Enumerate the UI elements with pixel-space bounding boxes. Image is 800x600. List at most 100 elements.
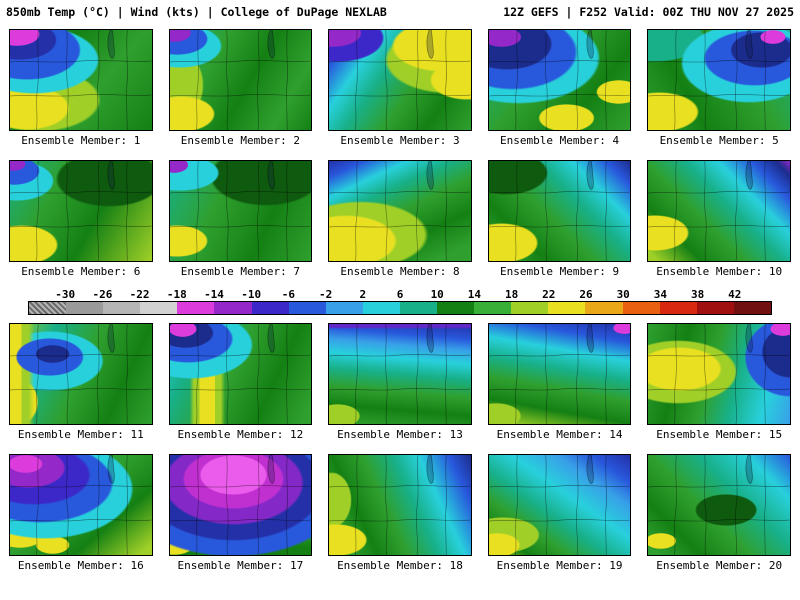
ensemble-member-label: Ensemble Member: 3 — [340, 134, 460, 147]
ensemble-panel: Ensemble Member: 13 — [328, 323, 472, 441]
colorbar-tick: 18 — [504, 288, 519, 301]
state-borders — [169, 161, 312, 261]
ensemble-member-label: Ensemble Member: 15 — [656, 428, 783, 441]
ensemble-map — [487, 160, 632, 262]
ensemble-member-label: Ensemble Member: 6 — [21, 265, 141, 278]
temperature-colorbar: -30 -26 -22 -18 -14 -10 -6 -2 2 6 10 14 18 22 26 30 34 38… — [28, 288, 772, 315]
ensemble-panel: Ensemble Member: 2 — [168, 29, 313, 147]
colorbar-segment — [288, 302, 326, 314]
ensemble-map — [328, 454, 472, 556]
state-borders — [488, 161, 631, 261]
state-borders — [648, 161, 790, 261]
colorbar-tick: -30 — [55, 288, 76, 301]
colorbar-segment — [437, 302, 475, 314]
ensemble-member-label: Ensemble Member: 19 — [496, 559, 623, 572]
colorbar-segment — [29, 302, 67, 314]
colorbar-tick: -10 — [241, 288, 262, 301]
colorbar-tick: 2 — [359, 288, 367, 301]
ensemble-member-label: Ensemble Member: 18 — [337, 559, 463, 572]
colorbar-tick: 34 — [653, 288, 668, 301]
colorbar-tick: 22 — [542, 288, 556, 301]
colorbar-segment — [399, 302, 438, 314]
ensemble-panel: Ensemble Member: 7 — [168, 160, 313, 278]
ensemble-map — [9, 29, 153, 131]
ensemble-member-label: Ensemble Member: 16 — [17, 559, 144, 572]
colorbar-tick: -22 — [129, 288, 150, 301]
ensemble-panel: Ensemble Member: 20 — [647, 454, 791, 572]
ensemble-panel: Ensemble Member: 12 — [168, 323, 313, 441]
ensemble-panel: Ensemble Member: 17 — [168, 454, 313, 572]
colorbar-tick: 30 — [616, 288, 630, 301]
ensemble-member-label: Ensemble Member: 9 — [499, 265, 620, 278]
ensemble-panel: Ensemble Member: 4 — [487, 29, 632, 147]
ensemble-map — [328, 29, 472, 131]
ensemble-map — [168, 160, 313, 262]
ensemble-member-label: Ensemble Member: 13 — [337, 428, 463, 441]
state-borders — [648, 455, 790, 555]
ensemble-map — [647, 454, 791, 556]
colorbar-tick: -2 — [318, 288, 333, 301]
state-borders — [10, 324, 152, 424]
colorbar-tick: 42 — [728, 288, 742, 301]
colorbar-segment — [177, 302, 215, 314]
panel-row: Ensemble Member: 16 Ensemble Member: 17 — [0, 454, 800, 572]
colorbar-ticks: -30 -26 -22 -18 -14 -10 -6 -2 2 6 10 14 18 22 26 30 34 38… — [28, 288, 772, 301]
colorbar-segment — [511, 302, 549, 314]
ensemble-panel: Ensemble Member: 8 — [328, 160, 472, 278]
ensemble-member-label: Ensemble Member: 7 — [180, 265, 300, 278]
colorbar-segment — [325, 302, 363, 314]
ensemble-map — [9, 323, 153, 425]
colorbar-segment — [362, 302, 400, 314]
ensemble-member-label: Ensemble Member: 1 — [21, 134, 141, 147]
ensemble-panel: Ensemble Member: 18 — [328, 454, 472, 572]
ensemble-map — [168, 454, 313, 556]
ensemble-map — [647, 29, 791, 131]
ensemble-panel: Ensemble Member: 19 — [487, 454, 632, 572]
colorbar-strip — [28, 301, 772, 315]
ensemble-map — [328, 323, 472, 425]
ensemble-member-label: Ensemble Member: 12 — [177, 428, 304, 441]
ensemble-member-label: Ensemble Member: 2 — [180, 134, 300, 147]
ensemble-map — [487, 454, 632, 556]
header-bar: 850mb Temp (°C) | Wind (kts) | College o… — [0, 0, 800, 21]
colorbar-tick: -14 — [204, 288, 224, 301]
ensemble-member-label: Ensemble Member: 8 — [340, 265, 460, 278]
state-borders — [329, 324, 471, 424]
colorbar-segment — [696, 302, 734, 314]
ensemble-map — [487, 323, 632, 425]
colorbar-segment — [214, 302, 252, 314]
state-borders — [169, 455, 312, 555]
ensemble-panel: Ensemble Member: 9 — [487, 160, 632, 278]
state-borders — [329, 455, 471, 555]
ensemble-panel: Ensemble Member: 11 — [9, 323, 153, 441]
colorbar-tick: 10 — [430, 288, 444, 301]
ensemble-map — [647, 323, 791, 425]
state-borders — [648, 30, 790, 130]
ensemble-panel: Ensemble Member: 5 — [647, 29, 791, 147]
colorbar-tick: -26 — [92, 288, 113, 301]
ensemble-member-label: Ensemble Member: 11 — [17, 428, 144, 441]
ensemble-member-label: Ensemble Member: 17 — [177, 559, 304, 572]
state-borders — [329, 161, 471, 261]
state-borders — [169, 324, 312, 424]
colorbar-tick: -6 — [281, 288, 296, 301]
state-borders — [329, 30, 471, 130]
colorbar-segment — [622, 302, 660, 314]
ensemble-map — [9, 160, 153, 262]
colorbar-tick: 26 — [579, 288, 593, 301]
colorbar-segment — [585, 302, 623, 314]
state-borders — [10, 455, 152, 555]
colorbar-segment — [140, 302, 178, 314]
ensemble-map — [328, 160, 472, 262]
ensemble-member-label: Ensemble Member: 10 — [656, 265, 783, 278]
colorbar-tick: 6 — [396, 288, 404, 301]
ensemble-panel: Ensemble Member: 15 — [647, 323, 791, 441]
state-borders — [10, 161, 152, 261]
header-right-validtime: 12Z GEFS | F252 Valid: 00Z THU NOV 27 20… — [503, 5, 794, 19]
ensemble-member-label: Ensemble Member: 5 — [659, 134, 779, 147]
colorbar-tick: 14 — [467, 288, 482, 301]
ensemble-panel: Ensemble Member: 1 — [9, 29, 153, 147]
colorbar-tick: -18 — [166, 288, 187, 301]
ensemble-member-label: Ensemble Member: 14 — [496, 428, 623, 441]
state-borders — [169, 30, 312, 130]
